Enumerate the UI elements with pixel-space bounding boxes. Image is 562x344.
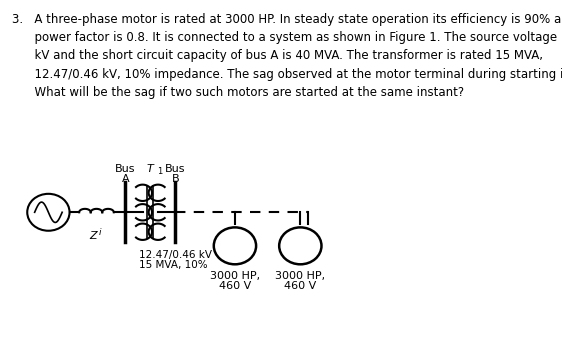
Text: T: T: [147, 164, 153, 174]
Text: Bus: Bus: [115, 164, 135, 174]
Text: What will be the sag if two such motors are started at the same instant?: What will be the sag if two such motors …: [12, 86, 464, 99]
Text: 3000 HP,: 3000 HP,: [210, 271, 260, 281]
Text: 460 V: 460 V: [284, 281, 316, 291]
Text: kV and the short circuit capacity of bus A is 40 MVA. The transformer is rated 1: kV and the short circuit capacity of bus…: [12, 50, 543, 63]
Text: 3000 HP,: 3000 HP,: [275, 271, 325, 281]
Text: 12.47/0.46 kV: 12.47/0.46 kV: [139, 250, 212, 260]
Text: A: A: [121, 174, 129, 184]
Text: power factor is 0.8. It is connected to a system as shown in Figure 1. The sourc: power factor is 0.8. It is connected to …: [12, 31, 562, 44]
Text: Z: Z: [89, 231, 97, 241]
Text: 460 V: 460 V: [219, 281, 251, 291]
Text: Bus: Bus: [165, 164, 185, 174]
Text: 1: 1: [157, 167, 162, 176]
Text: 15 MVA, 10%: 15 MVA, 10%: [139, 260, 207, 270]
Text: 3.   A three-phase motor is rated at 3000 HP. In steady state operation its effi: 3. A three-phase motor is rated at 3000 …: [12, 13, 562, 25]
Text: 12.47/0.46 kV, 10% impedance. The sag observed at the motor terminal during star: 12.47/0.46 kV, 10% impedance. The sag ob…: [12, 68, 562, 81]
Text: B: B: [171, 174, 179, 184]
Text: i: i: [98, 228, 101, 237]
